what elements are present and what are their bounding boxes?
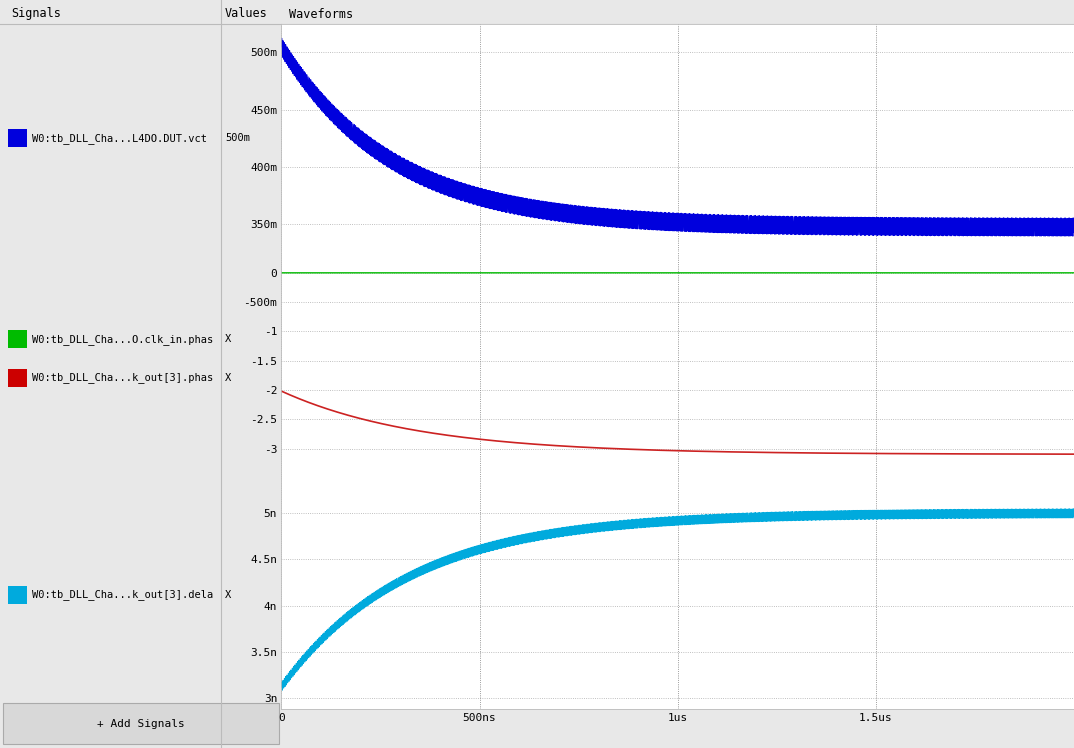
Text: + Add Signals: + Add Signals <box>97 719 185 729</box>
Bar <box>3 703 278 744</box>
Text: W0:tb_DLL_Cha...O.clk_in.phas: W0:tb_DLL_Cha...O.clk_in.phas <box>32 334 214 345</box>
Text: X: X <box>226 334 231 344</box>
Text: Signals: Signals <box>11 7 61 20</box>
Text: W0:tb_DLL_Cha...L4DO.DUT.vct: W0:tb_DLL_Cha...L4DO.DUT.vct <box>32 132 207 144</box>
Text: Values: Values <box>226 7 267 20</box>
Bar <box>9 369 27 387</box>
Text: X: X <box>226 373 231 383</box>
Bar <box>9 129 27 147</box>
Bar <box>9 586 27 604</box>
Text: W0:tb_DLL_Cha...k_out[3].phas: W0:tb_DLL_Cha...k_out[3].phas <box>32 373 214 384</box>
Bar <box>9 330 27 348</box>
Text: 500m: 500m <box>226 133 250 143</box>
Text: W0:tb_DLL_Cha...k_out[3].dela: W0:tb_DLL_Cha...k_out[3].dela <box>32 589 214 601</box>
Text: X: X <box>226 590 231 600</box>
Text: Waveforms: Waveforms <box>289 8 353 21</box>
